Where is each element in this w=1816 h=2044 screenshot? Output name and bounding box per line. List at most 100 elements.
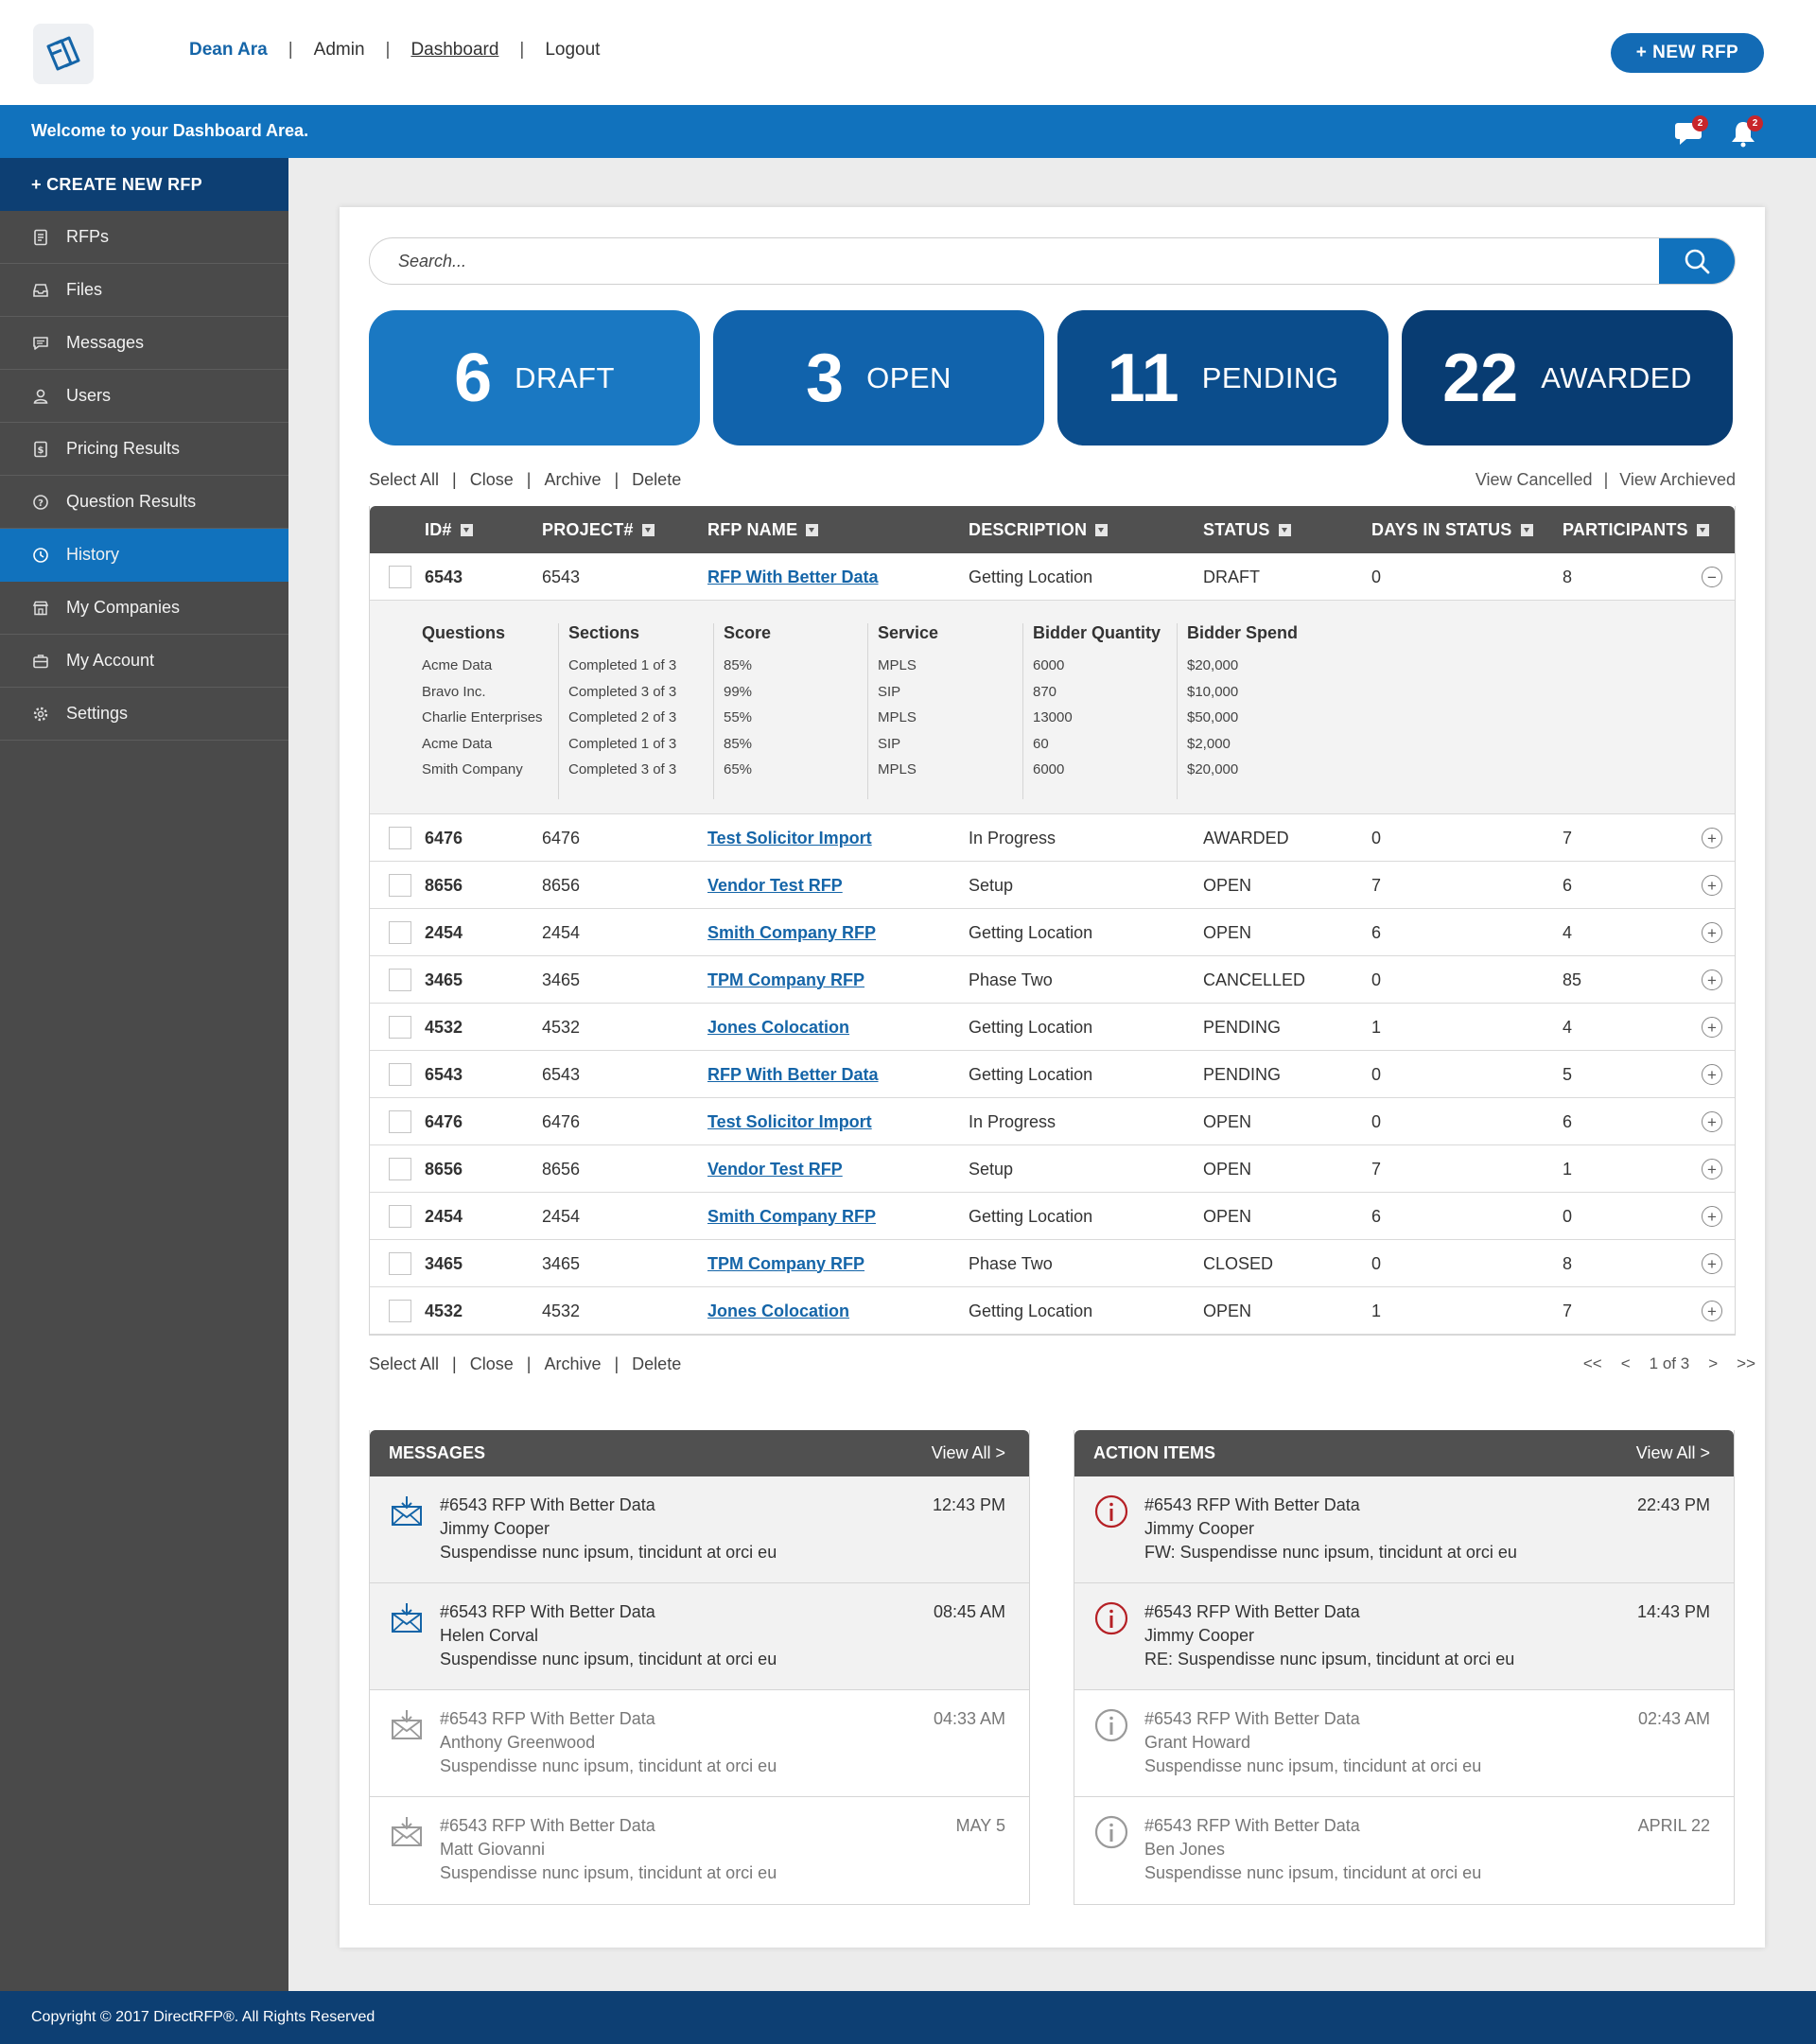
- row-rfp-name-link[interactable]: Jones Colocation: [707, 1301, 850, 1320]
- collapse-row-icon[interactable]: −: [1702, 567, 1722, 587]
- prev-page-button[interactable]: <: [1620, 1354, 1631, 1372]
- expand-row-icon[interactable]: +: [1702, 970, 1722, 990]
- archive-link[interactable]: Archive: [544, 1354, 602, 1373]
- row-checkbox[interactable]: [389, 827, 411, 849]
- row-checkbox[interactable]: [389, 1063, 411, 1086]
- row-checkbox[interactable]: [389, 874, 411, 897]
- sidebar-item-history[interactable]: History: [0, 529, 288, 582]
- delete-link[interactable]: Delete: [632, 470, 682, 489]
- stat-card-awarded[interactable]: 22 AWARDED: [1402, 310, 1733, 445]
- close-link[interactable]: Close: [469, 1354, 514, 1373]
- list-item[interactable]: #6543 RFP With Better Data Ben Jones Suspe…: [1074, 1797, 1734, 1904]
- search-button[interactable]: [1659, 238, 1735, 284]
- view-all-action-items-link[interactable]: View All >: [1635, 1443, 1710, 1462]
- sidebar-item-messages[interactable]: Messages: [0, 317, 288, 370]
- expand-row-icon[interactable]: +: [1702, 1017, 1722, 1038]
- row-checkbox[interactable]: [389, 1300, 411, 1322]
- list-item[interactable]: #6543 RFP With Better Data Grant Howard Su…: [1074, 1690, 1734, 1797]
- select-all-link[interactable]: Select All: [369, 470, 440, 489]
- view-cancelled-link[interactable]: View Cancelled: [1475, 470, 1593, 489]
- sidebar-item-pricing-results[interactable]: $ Pricing Results: [0, 423, 288, 476]
- list-item[interactable]: #6543 RFP With Better Data Matt Giovanni S…: [370, 1797, 1029, 1904]
- sidebar-item-my-account[interactable]: My Account: [0, 635, 288, 688]
- user-name-link[interactable]: Dean Ara: [189, 40, 268, 60]
- sort-dropdown-icon[interactable]: [460, 523, 473, 536]
- row-rfp-name-link[interactable]: Vendor Test RFP: [707, 875, 843, 895]
- expand-row-icon[interactable]: +: [1702, 922, 1722, 943]
- column-header-rfp-name[interactable]: RFP NAME: [707, 506, 819, 553]
- table-row[interactable]: 6476 6476 Test Solicitor Import In Progress…: [370, 1098, 1735, 1145]
- list-item[interactable]: #6543 RFP With Better Data Helen Corval Su…: [370, 1583, 1029, 1690]
- table-row[interactable]: 4532 4532 Jones Colocation Getting Location…: [370, 1287, 1735, 1335]
- stat-card-draft[interactable]: 6 DRAFT: [369, 310, 700, 445]
- row-rfp-name-link[interactable]: Smith Company RFP: [707, 922, 877, 942]
- row-rfp-name-link[interactable]: Smith Company RFP: [707, 1206, 877, 1226]
- create-new-rfp-button[interactable]: + CREATE NEW RFP: [0, 158, 288, 211]
- notifications-button[interactable]: 2: [1729, 115, 1763, 148]
- logout-link[interactable]: Logout: [545, 40, 601, 60]
- row-checkbox[interactable]: [389, 1158, 411, 1180]
- row-checkbox[interactable]: [389, 921, 411, 944]
- row-checkbox[interactable]: [389, 1110, 411, 1133]
- sidebar-item-settings[interactable]: Settings: [0, 688, 288, 741]
- dashboard-link[interactable]: Dashboard: [410, 40, 499, 60]
- expand-row-icon[interactable]: +: [1702, 1064, 1722, 1085]
- table-row[interactable]: 2454 2454 Smith Company RFP Getting Locatio…: [370, 1193, 1735, 1240]
- table-row[interactable]: 6543 6543 RFP With Better Data Getting Loca…: [370, 1051, 1735, 1098]
- last-page-button[interactable]: >>: [1737, 1354, 1755, 1372]
- column-header-description[interactable]: DESCRIPTION: [969, 506, 1109, 553]
- row-checkbox[interactable]: [389, 1205, 411, 1228]
- list-item[interactable]: #6543 RFP With Better Data Jimmy Cooper FW…: [1074, 1476, 1734, 1583]
- table-row[interactable]: 8656 8656 Vendor Test RFP Setup OPEN 7 6 +: [370, 862, 1735, 909]
- expand-row-icon[interactable]: +: [1702, 828, 1722, 848]
- sidebar-item-my-companies[interactable]: My Companies: [0, 582, 288, 635]
- next-page-button[interactable]: >: [1708, 1354, 1719, 1372]
- sidebar-item-files[interactable]: Files: [0, 264, 288, 317]
- sort-dropdown-icon[interactable]: [1095, 523, 1109, 536]
- logo[interactable]: [33, 24, 94, 84]
- row-rfp-name-link[interactable]: Jones Colocation: [707, 1017, 850, 1037]
- stat-card-pending[interactable]: 11 PENDING: [1057, 310, 1388, 445]
- row-checkbox[interactable]: [389, 969, 411, 991]
- row-checkbox[interactable]: [389, 566, 411, 588]
- row-rfp-name-link[interactable]: Vendor Test RFP: [707, 1159, 843, 1179]
- table-row[interactable]: 6476 6476 Test Solicitor Import In Progress…: [370, 814, 1735, 862]
- sort-dropdown-icon[interactable]: [806, 523, 819, 536]
- sidebar-item-question-results[interactable]: ? Question Results: [0, 476, 288, 529]
- column-header-status[interactable]: STATUS: [1203, 506, 1291, 553]
- messages-notification-button[interactable]: 2: [1674, 115, 1708, 148]
- close-link[interactable]: Close: [469, 470, 514, 489]
- archive-link[interactable]: Archive: [544, 470, 602, 489]
- view-archived-link[interactable]: View Archieved: [1619, 470, 1736, 489]
- list-item[interactable]: #6543 RFP With Better Data Anthony Greenw…: [370, 1690, 1029, 1797]
- row-rfp-name-link[interactable]: TPM Company RFP: [707, 970, 865, 989]
- search-input[interactable]: [370, 238, 1666, 284]
- column-header-participants[interactable]: PARTICIPANTS: [1563, 506, 1709, 553]
- table-row[interactable]: 2454 2454 Smith Company RFP Getting Locatio…: [370, 909, 1735, 956]
- expand-row-icon[interactable]: +: [1702, 875, 1722, 896]
- first-page-button[interactable]: <<: [1582, 1354, 1602, 1372]
- table-row[interactable]: 3465 3465 TPM Company RFP Phase Two CANCELLE…: [370, 956, 1735, 1004]
- sort-dropdown-icon[interactable]: [1696, 523, 1709, 536]
- column-header-days-in-status[interactable]: DAYS IN STATUS: [1371, 506, 1533, 553]
- row-rfp-name-link[interactable]: RFP With Better Data: [707, 1064, 879, 1084]
- view-all-messages-link[interactable]: View All >: [931, 1443, 1005, 1462]
- column-header-id[interactable]: ID#: [425, 506, 473, 553]
- delete-link[interactable]: Delete: [632, 1354, 682, 1373]
- expand-row-icon[interactable]: +: [1702, 1159, 1722, 1179]
- row-rfp-name-link[interactable]: Test Solicitor Import: [707, 1111, 872, 1131]
- sidebar-item-rfps[interactable]: RFPs: [0, 211, 288, 264]
- expand-row-icon[interactable]: +: [1702, 1253, 1722, 1274]
- select-all-link[interactable]: Select All: [369, 1354, 440, 1373]
- column-header-project[interactable]: PROJECT#: [542, 506, 655, 553]
- row-rfp-name-link[interactable]: Test Solicitor Import: [707, 828, 872, 847]
- sort-dropdown-icon[interactable]: [1278, 523, 1291, 536]
- expand-row-icon[interactable]: +: [1702, 1206, 1722, 1227]
- admin-link[interactable]: Admin: [313, 40, 365, 60]
- list-item[interactable]: #6543 RFP With Better Data Jimmy Cooper Su…: [370, 1476, 1029, 1583]
- sidebar-item-users[interactable]: Users: [0, 370, 288, 423]
- row-checkbox[interactable]: [389, 1252, 411, 1275]
- list-item[interactable]: #6543 RFP With Better Data Jimmy Cooper RE…: [1074, 1583, 1734, 1690]
- table-row-expanded[interactable]: 6543 6543 RFP With Better Data Getting L…: [370, 553, 1735, 601]
- row-rfp-name-link[interactable]: TPM Company RFP: [707, 1253, 865, 1273]
